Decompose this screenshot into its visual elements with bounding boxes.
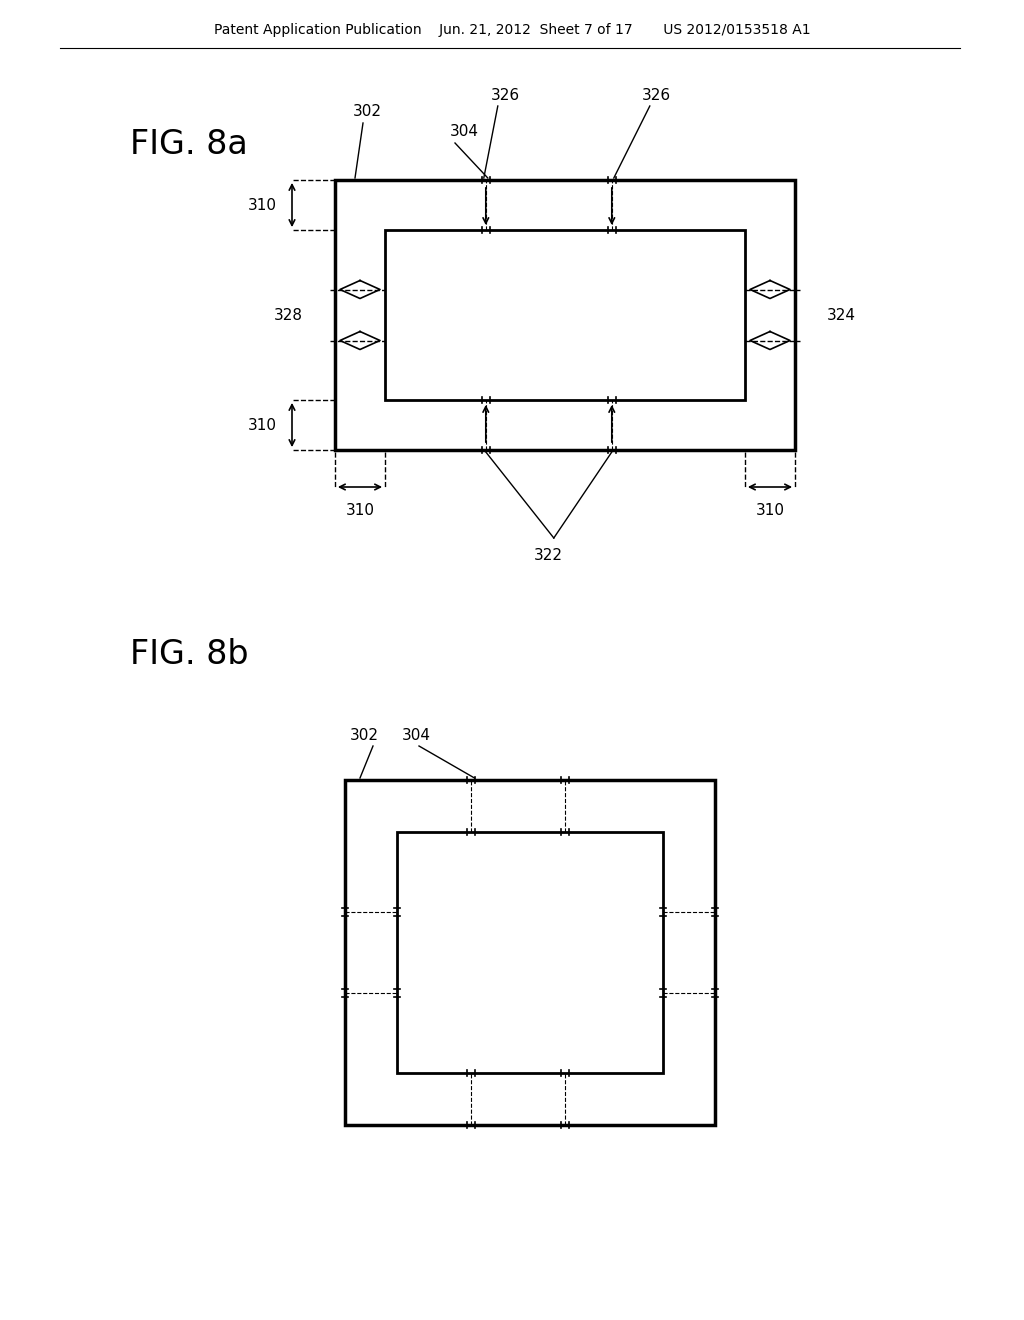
Text: Patent Application Publication    Jun. 21, 2012  Sheet 7 of 17       US 2012/015: Patent Application Publication Jun. 21, … — [214, 22, 810, 37]
Text: 302: 302 — [353, 104, 382, 120]
Text: 310: 310 — [756, 503, 784, 517]
Text: 302: 302 — [350, 727, 379, 742]
Text: 326: 326 — [492, 87, 520, 103]
Text: FIG. 8a: FIG. 8a — [130, 128, 248, 161]
Bar — [397, 832, 663, 1073]
Text: 310: 310 — [345, 503, 375, 517]
Text: 324: 324 — [827, 308, 856, 322]
Text: 304: 304 — [402, 727, 431, 742]
Text: 328: 328 — [274, 308, 303, 322]
Text: 310: 310 — [248, 198, 278, 213]
Text: 304: 304 — [450, 124, 479, 140]
Text: 310: 310 — [248, 417, 278, 433]
Text: FIG. 8b: FIG. 8b — [130, 639, 249, 672]
Text: 326: 326 — [642, 87, 672, 103]
Bar — [385, 230, 745, 400]
Text: 322: 322 — [535, 548, 563, 564]
Bar — [335, 180, 795, 450]
Bar — [345, 780, 715, 1125]
